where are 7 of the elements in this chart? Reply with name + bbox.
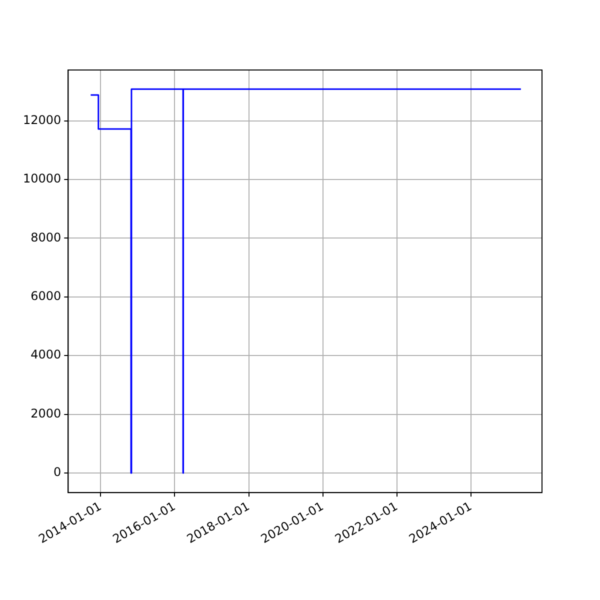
y-tick-label: 6000 <box>30 289 62 304</box>
y-tick-label: 8000 <box>30 230 62 244</box>
y-tick-label: 0 <box>54 465 62 480</box>
y-tick-label: 4000 <box>30 348 62 362</box>
y-tick-label: 10000 <box>22 172 62 186</box>
y-tick-label: 12000 <box>22 112 62 127</box>
y-tick-label: 2000 <box>30 406 62 420</box>
